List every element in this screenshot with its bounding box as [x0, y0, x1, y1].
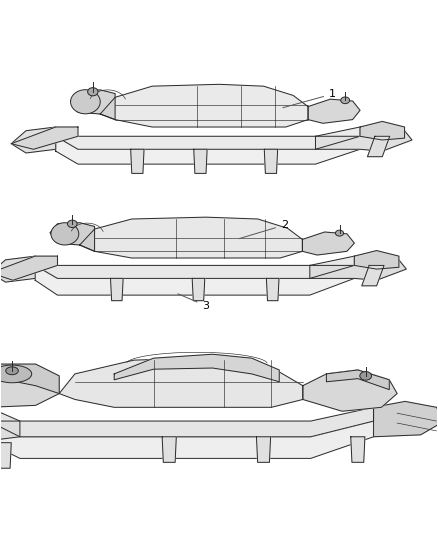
Polygon shape [0, 421, 374, 458]
Polygon shape [266, 278, 279, 301]
Text: 2: 2 [239, 220, 288, 239]
Polygon shape [194, 149, 207, 173]
Polygon shape [360, 122, 405, 140]
Polygon shape [0, 407, 374, 437]
Polygon shape [354, 251, 399, 269]
Polygon shape [0, 256, 57, 280]
Polygon shape [56, 136, 360, 164]
Polygon shape [71, 90, 115, 119]
Polygon shape [114, 354, 279, 382]
Polygon shape [56, 127, 360, 149]
Polygon shape [50, 223, 95, 251]
Polygon shape [0, 403, 20, 443]
Ellipse shape [71, 90, 100, 114]
Ellipse shape [360, 372, 371, 380]
Polygon shape [264, 149, 278, 173]
Polygon shape [100, 84, 308, 127]
Polygon shape [308, 99, 360, 123]
Polygon shape [11, 127, 78, 149]
Ellipse shape [67, 220, 77, 228]
Ellipse shape [6, 367, 18, 375]
Text: 3: 3 [178, 294, 209, 311]
Text: 1: 1 [283, 89, 336, 108]
Polygon shape [0, 443, 11, 468]
Ellipse shape [336, 230, 343, 236]
Polygon shape [315, 127, 412, 151]
Polygon shape [303, 370, 397, 411]
Polygon shape [162, 437, 177, 462]
Polygon shape [362, 265, 384, 286]
Polygon shape [302, 232, 354, 255]
Polygon shape [35, 256, 354, 278]
Ellipse shape [88, 87, 98, 96]
Polygon shape [35, 265, 354, 295]
Polygon shape [374, 401, 438, 437]
Polygon shape [110, 278, 123, 301]
Ellipse shape [0, 365, 32, 383]
Polygon shape [351, 437, 365, 462]
Polygon shape [192, 278, 205, 301]
Ellipse shape [51, 223, 79, 245]
Polygon shape [0, 364, 59, 393]
Polygon shape [11, 127, 56, 153]
Polygon shape [59, 358, 303, 407]
Polygon shape [367, 136, 390, 157]
Polygon shape [326, 370, 389, 390]
Polygon shape [0, 366, 59, 407]
Ellipse shape [341, 97, 350, 103]
Polygon shape [80, 217, 302, 258]
Polygon shape [0, 256, 35, 282]
Polygon shape [131, 149, 144, 173]
Polygon shape [257, 437, 271, 462]
Polygon shape [310, 256, 406, 280]
